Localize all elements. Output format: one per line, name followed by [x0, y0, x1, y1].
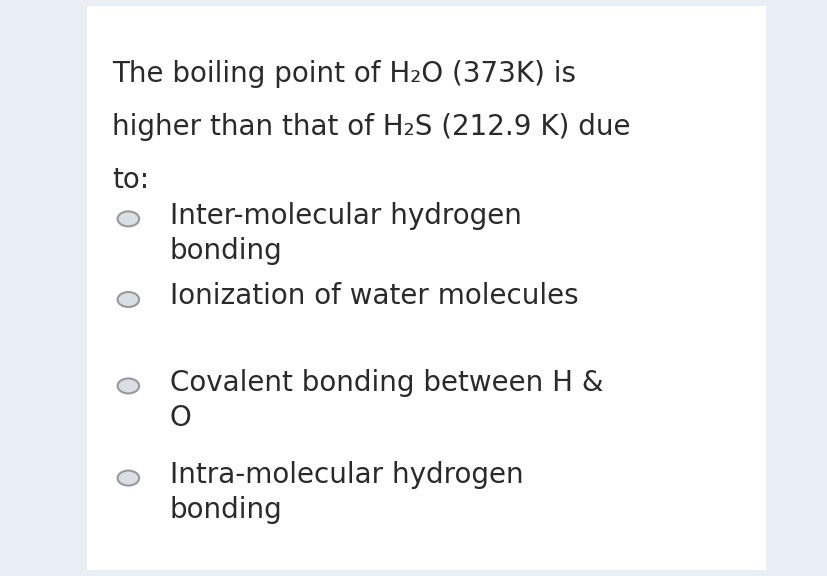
Circle shape: [117, 211, 139, 226]
Text: Inter-molecular hydrogen
bonding: Inter-molecular hydrogen bonding: [170, 202, 521, 266]
Text: Ionization of water molecules: Ionization of water molecules: [170, 282, 578, 310]
Circle shape: [117, 292, 139, 307]
Text: to:: to:: [112, 166, 149, 195]
Text: higher than that of H₂S (212.9 K) due: higher than that of H₂S (212.9 K) due: [112, 113, 629, 142]
Text: Covalent bonding between H &
O: Covalent bonding between H & O: [170, 369, 603, 433]
FancyBboxPatch shape: [87, 6, 765, 570]
Circle shape: [117, 471, 139, 486]
Circle shape: [117, 378, 139, 393]
Text: The boiling point of H₂O (373K) is: The boiling point of H₂O (373K) is: [112, 60, 575, 89]
Text: Intra-molecular hydrogen
bonding: Intra-molecular hydrogen bonding: [170, 461, 523, 525]
